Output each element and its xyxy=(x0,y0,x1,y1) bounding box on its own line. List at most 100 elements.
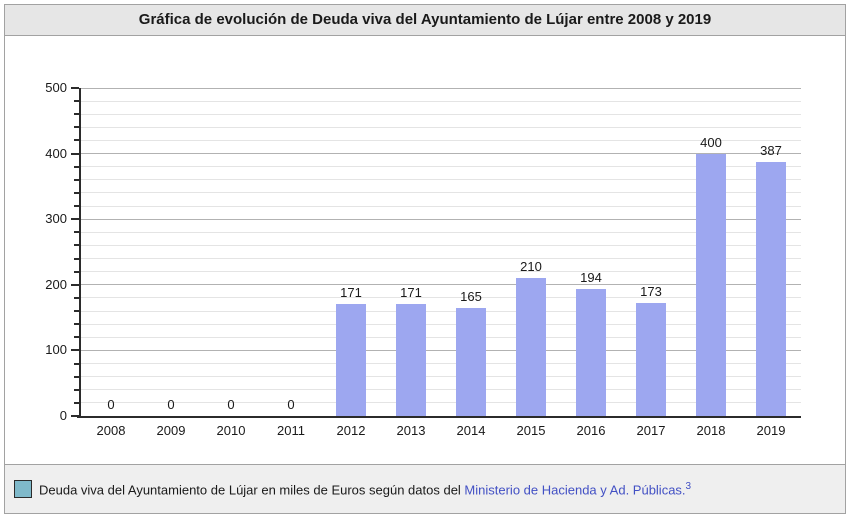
gridline-300 xyxy=(81,218,801,220)
legend-source-link[interactable]: Ministerio de Hacienda y Ad. Públicas. xyxy=(464,482,686,498)
y-axis xyxy=(79,88,81,416)
y-axis-label-400: 400 xyxy=(45,145,67,161)
x-axis-label-2011: 2011 xyxy=(277,423,305,438)
bar-value-2014: 165 xyxy=(460,288,482,304)
gridline-340 xyxy=(81,192,801,194)
y-tick-180 xyxy=(74,296,79,299)
y-tick-480 xyxy=(74,100,79,103)
legend-swatch xyxy=(14,480,32,498)
x-axis-label-2012: 2012 xyxy=(336,423,366,438)
gridline-180 xyxy=(81,297,801,299)
bar-value-2013: 171 xyxy=(400,284,422,300)
bar-value-2015: 210 xyxy=(520,259,542,275)
legend: Deuda viva del Ayuntamiento de Lújar en … xyxy=(5,464,845,513)
x-axis-label-2008: 2008 xyxy=(96,423,126,438)
y-tick-140 xyxy=(74,323,79,326)
y-axis-label-100: 100 xyxy=(45,342,67,358)
y-tick-420 xyxy=(74,139,79,142)
plot-area: 0 100 200 300 400 500 0 2008 0 2009 0 2010 0 2011 171 2… xyxy=(45,80,801,438)
y-axis-label-200: 200 xyxy=(45,276,67,292)
y-axis-label-500: 500 xyxy=(45,80,67,95)
gridline-160 xyxy=(81,310,801,312)
gridline-400 xyxy=(81,153,801,155)
gridline-460 xyxy=(81,113,801,115)
bar-value-2008: 0 xyxy=(107,397,115,412)
gridline-200 xyxy=(81,284,801,286)
y-tick-320 xyxy=(74,205,79,208)
y-tick-380 xyxy=(74,165,79,168)
x-axis-label-2016: 2016 xyxy=(576,423,606,438)
bar-2014 xyxy=(456,307,486,416)
legend-footnote-ref[interactable]: 3 xyxy=(685,480,692,492)
x-axis-label-2013: 2013 xyxy=(396,423,426,438)
y-tick-200 xyxy=(71,283,79,286)
gridline-380 xyxy=(81,166,801,168)
x-axis-label-2009: 2009 xyxy=(156,423,186,438)
debt-chart-widget: Gráfica de evolución de Deuda viva del A… xyxy=(4,4,846,514)
gridline-40 xyxy=(81,389,801,391)
bar-2017 xyxy=(636,302,666,416)
y-tick-20 xyxy=(74,401,79,404)
x-axis xyxy=(77,416,801,418)
legend-text: Deuda viva del Ayuntamiento de Lújar en … xyxy=(39,481,691,497)
y-axis-label-0: 0 xyxy=(59,408,67,423)
y-tick-60 xyxy=(74,375,79,378)
y-tick-40 xyxy=(74,388,79,391)
gridline-100 xyxy=(81,349,801,351)
y-tick-300 xyxy=(71,218,79,221)
gridline-20 xyxy=(81,402,801,404)
gridline-240 xyxy=(81,258,801,260)
y-tick-280 xyxy=(74,231,79,234)
gridline-480 xyxy=(81,100,801,102)
y-tick-220 xyxy=(74,270,79,273)
bar-value-2019: 387 xyxy=(760,143,782,159)
bar-2016 xyxy=(576,288,606,416)
bar-value-2011: 0 xyxy=(287,397,295,412)
bar-value-2018: 400 xyxy=(700,134,722,150)
y-tick-340 xyxy=(74,191,79,194)
bar-value-2012: 171 xyxy=(340,284,362,300)
bar-value-2016: 194 xyxy=(580,269,602,285)
y-tick-400 xyxy=(71,152,79,155)
gridline-220 xyxy=(81,271,801,273)
legend-caption: Deuda viva del Ayuntamiento de Lújar en … xyxy=(39,482,465,498)
y-tick-260 xyxy=(74,244,79,247)
gridline-280 xyxy=(81,231,801,233)
bar-value-2009: 0 xyxy=(167,397,175,412)
chart-title: Gráfica de evolución de Deuda viva del A… xyxy=(5,5,845,36)
bar-2015 xyxy=(516,278,546,416)
gridline-260 xyxy=(81,244,801,246)
gridline-120 xyxy=(81,336,801,338)
gridline-320 xyxy=(81,205,801,207)
gridline-440 xyxy=(81,126,801,128)
bar-value-2017: 173 xyxy=(640,283,662,299)
gridline-500 xyxy=(81,87,801,89)
y-tick-100 xyxy=(71,349,79,352)
y-tick-0 xyxy=(71,415,79,417)
y-tick-160 xyxy=(74,310,79,313)
gridline-80 xyxy=(81,363,801,365)
y-tick-440 xyxy=(74,126,79,129)
gridline-360 xyxy=(81,179,801,181)
y-tick-120 xyxy=(74,336,79,339)
x-axis-label-2018: 2018 xyxy=(696,423,726,438)
bar-2012 xyxy=(336,303,366,416)
bar-value-2010: 0 xyxy=(227,397,235,412)
chart-area: 0 100 200 300 400 500 0 2008 0 2009 0 2010 0 2011 171 2… xyxy=(5,36,845,464)
gridline-60 xyxy=(81,376,801,378)
x-axis-label-2017: 2017 xyxy=(636,423,666,438)
x-axis-label-2015: 2015 xyxy=(516,423,546,438)
gridline-420 xyxy=(81,139,801,141)
gridline-140 xyxy=(81,323,801,325)
bar-2019 xyxy=(756,162,786,416)
x-axis-label-2010: 2010 xyxy=(216,423,246,438)
bar-2018 xyxy=(696,153,726,416)
y-tick-500 xyxy=(71,87,79,89)
y-tick-240 xyxy=(74,257,79,260)
y-axis-label-300: 300 xyxy=(45,211,67,227)
y-tick-360 xyxy=(74,178,79,181)
x-axis-label-2019: 2019 xyxy=(756,423,786,438)
bar-2013 xyxy=(396,303,426,416)
y-tick-80 xyxy=(74,362,79,365)
y-tick-460 xyxy=(74,113,79,116)
